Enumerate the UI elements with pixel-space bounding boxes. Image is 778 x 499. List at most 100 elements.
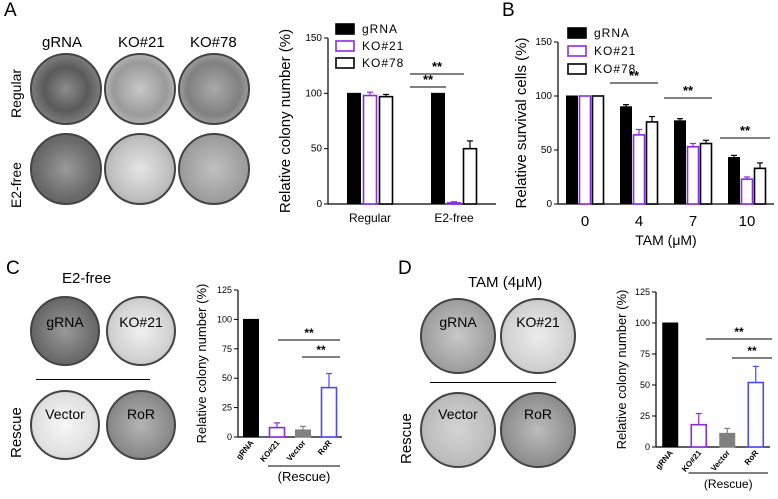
bar — [728, 157, 740, 205]
dish-grna-e2free — [30, 133, 102, 205]
bar — [566, 95, 578, 205]
panel-letter-b: B — [502, 0, 515, 21]
dish-ko21-e2free — [104, 133, 176, 205]
legend-swatch — [335, 40, 355, 52]
y-tick-label: 100 — [635, 318, 650, 328]
bar — [686, 145, 700, 205]
panel-d-title: TAM (4μM) — [468, 274, 543, 291]
x-tick-label: 4 — [635, 213, 643, 230]
y-tick-label: 25 — [640, 411, 650, 421]
legend-label: KO#78 — [594, 62, 636, 76]
y-axis-label: Relative colony number (%) — [614, 290, 629, 450]
bar — [347, 92, 361, 205]
significance-mark: ** — [683, 83, 694, 98]
dish-grna-regular — [30, 53, 102, 125]
bar — [747, 381, 765, 448]
dish-label: gRNA — [46, 314, 84, 330]
y-tick-label: 75 — [640, 349, 650, 359]
dish-ko78-e2free — [178, 133, 250, 205]
panel-letter-a: A — [4, 0, 17, 21]
x-tick-label: gRNA — [654, 448, 675, 471]
row-label-e2free: E2-free — [8, 162, 24, 208]
legend-label: KO#78 — [362, 56, 404, 70]
significance-mark: ** — [316, 343, 326, 357]
bar — [620, 106, 632, 205]
x-tick-label: 7 — [689, 213, 697, 230]
y-tick-label: 150 — [535, 37, 552, 48]
dish-label: gRNA — [439, 314, 477, 330]
legend-label: gRNA — [362, 22, 398, 36]
y-tick-label: 50 — [222, 373, 232, 383]
x-tick-label: RoR — [316, 438, 334, 457]
bar — [295, 429, 311, 438]
bar — [719, 432, 736, 448]
y-tick-label: 0 — [645, 442, 650, 452]
bar — [690, 423, 708, 448]
dish-d-vector: Vector — [420, 392, 496, 468]
bar — [268, 426, 286, 438]
significance-mark: ** — [423, 72, 434, 87]
y-axis-label: Relative colony number (%) — [277, 29, 294, 213]
y-tick-label: 125 — [217, 285, 232, 295]
legend-swatch — [567, 45, 587, 57]
y-tick-label: 50 — [640, 380, 650, 390]
row-label-regular: Regular — [8, 68, 24, 118]
legend-label: gRNA — [594, 26, 630, 40]
y-tick-label: 100 — [305, 88, 322, 99]
bar — [699, 142, 713, 205]
significance-mark: ** — [629, 68, 640, 83]
row-label-rescue: Rescue — [8, 407, 25, 458]
bar — [446, 202, 462, 205]
dish-ko21-regular — [104, 53, 176, 125]
legend-swatch — [335, 57, 355, 69]
x-tick-label: 10 — [739, 213, 756, 230]
x-tick-label: Regular — [349, 211, 391, 225]
dish-d-ror: RoR — [500, 392, 576, 468]
y-tick-label: 100 — [217, 314, 232, 324]
dish-label: RoR — [523, 406, 552, 422]
dish-c-ror: RoR — [106, 390, 176, 460]
dish-label: KO#21 — [516, 314, 560, 330]
legend-label: KO#21 — [362, 39, 404, 53]
y-tick-label: 150 — [305, 33, 322, 44]
bar — [753, 167, 767, 205]
y-axis-label: Relative colony number (%) — [194, 284, 209, 444]
bar — [645, 121, 659, 205]
x-tick-label: 0 — [581, 213, 589, 230]
bar — [674, 120, 686, 205]
dish-label: Vector — [45, 406, 85, 422]
legend-label: KO#21 — [594, 44, 636, 58]
x-axis-label: TAM (μM) — [635, 232, 696, 248]
dish-c-vector: Vector — [30, 390, 100, 460]
dish-ko78-regular — [178, 53, 250, 125]
bar — [431, 92, 445, 205]
y-tick-label: 25 — [222, 403, 232, 413]
dish-d-ko21: KO#21 — [500, 298, 576, 374]
dish-c-ko21: KO#21 — [106, 296, 176, 366]
dish-c-grna: gRNA — [30, 296, 100, 366]
panel-letter-d: D — [398, 258, 412, 279]
dish-d-grna: gRNA — [420, 298, 496, 374]
significance-mark: ** — [734, 325, 744, 339]
col-label-ko21: KO#21 — [118, 34, 165, 51]
y-axis-label: Relative survival cells (%) — [513, 38, 530, 209]
rescue-divider — [36, 379, 150, 380]
bar — [632, 134, 646, 205]
legend-swatch — [335, 23, 355, 35]
bar — [578, 95, 592, 205]
y-tick-label: 100 — [535, 91, 552, 102]
chart-d: 0 25 50 75 100 125 Relative colony number (%) g… — [614, 287, 772, 491]
significance-mark: ** — [747, 344, 757, 358]
x-tick-label: KO#21 — [680, 448, 704, 474]
significance-mark: ** — [740, 123, 751, 138]
y-tick-label: 0 — [316, 199, 322, 210]
panel-letter-c: C — [6, 258, 20, 279]
x-tick-label: Vector — [709, 449, 732, 474]
x-tick-label: gRNA — [234, 438, 255, 461]
bar — [662, 322, 679, 448]
y-tick-label: 50 — [541, 145, 553, 156]
y-tick-label: 50 — [311, 144, 323, 155]
chart-b: 0 50 100 150 Relative survival cells (%) 0 4 7 1… — [513, 26, 774, 248]
dish-label: RoR — [126, 406, 155, 422]
y-tick-label: 0 — [227, 432, 232, 442]
